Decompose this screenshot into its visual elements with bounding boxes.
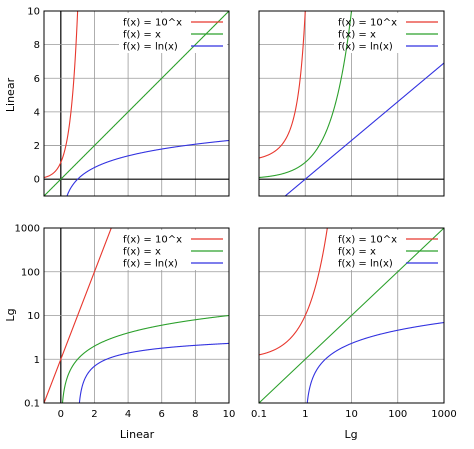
- y-tick-label: 100: [21, 267, 40, 278]
- plot-frame: [43, 10, 230, 197]
- x-tick-label: 2: [91, 409, 97, 420]
- x-tick-label: 8: [192, 409, 198, 420]
- x-tick-label: 100: [388, 409, 407, 420]
- y-tick-label: 1: [34, 355, 40, 366]
- y-tick-label: 4: [34, 107, 40, 118]
- panel-bottom-left: 0 2 4 6 8 10 0.1 1 10 100 1000 f(x) = 10^xf(x) = xf…: [15, 224, 236, 421]
- y-tick-label: 6: [34, 74, 40, 85]
- series-line-x: [259, 228, 444, 403]
- series-line-10x: [259, 11, 306, 159]
- x-tick-label: 10: [223, 409, 236, 420]
- y-tick-label: 1000: [15, 224, 40, 235]
- legend-label: f(x) = ln(x): [123, 259, 178, 270]
- y-tick-label: 10: [27, 7, 40, 18]
- series-line-lnx: [306, 321, 444, 403]
- series-line-x: [61, 314, 229, 403]
- x-tick-label: 10: [345, 409, 358, 420]
- plot-frame: [258, 10, 445, 197]
- panel-bottom-right: 0.1 1 10 100 1000 f(x) = 10^xf(x) = xf(x) = l…: [251, 227, 457, 420]
- legend-label: f(x) = ln(x): [338, 42, 393, 53]
- y-tick-label: 2: [34, 141, 40, 152]
- legend-label: f(x) = 10^x: [338, 235, 397, 246]
- legend-label: f(x) = x: [123, 30, 161, 41]
- legend-label: f(x) = ln(x): [123, 42, 178, 53]
- x-tick-label: 1: [302, 409, 308, 420]
- series-line-x: [259, 11, 353, 179]
- x-tick-label: 1000: [431, 409, 456, 420]
- series-line-lnx: [284, 62, 444, 196]
- panel-top-left: 0 2 4 6 8 10 f(x) = 10^xf(x) = xf(x) = ln(x): [27, 7, 230, 197]
- series-line-lnx: [66, 139, 229, 196]
- panel-top-right: f(x) = 10^xf(x) = xf(x) = ln(x): [258, 10, 445, 197]
- x-tick-label: 4: [125, 409, 131, 420]
- legend-label: f(x) = 10^x: [338, 18, 397, 29]
- series-line-x: [44, 11, 229, 196]
- legend-label: f(x) = 10^x: [123, 235, 182, 246]
- row-label-lg: Lg: [4, 308, 17, 321]
- y-tick-label: 0.1: [24, 399, 40, 410]
- plot-frame: [258, 227, 445, 404]
- legend-label: f(x) = 10^x: [123, 18, 182, 29]
- row-label-linear: Linear: [4, 77, 17, 112]
- plot-frame: [43, 227, 230, 404]
- x-tick-label: 6: [159, 409, 165, 420]
- col-label-lg: Lg: [344, 428, 357, 441]
- legend-label: f(x) = x: [338, 247, 376, 258]
- legend-label: f(x) = ln(x): [338, 259, 393, 270]
- series-line-10x: [259, 228, 328, 356]
- col-label-linear: Linear: [120, 428, 155, 441]
- x-tick-label: 0: [58, 409, 64, 420]
- x-tick-label: 0.1: [251, 409, 267, 420]
- series-line-lnx: [78, 342, 229, 403]
- y-tick-label: 8: [34, 40, 40, 51]
- series-line-10x: [44, 11, 79, 179]
- series-line-10x: [44, 228, 112, 403]
- legend-label: f(x) = x: [338, 30, 376, 41]
- y-tick-label: 0: [34, 175, 40, 186]
- y-tick-label: 10: [27, 311, 40, 322]
- legend-label: f(x) = x: [123, 247, 161, 258]
